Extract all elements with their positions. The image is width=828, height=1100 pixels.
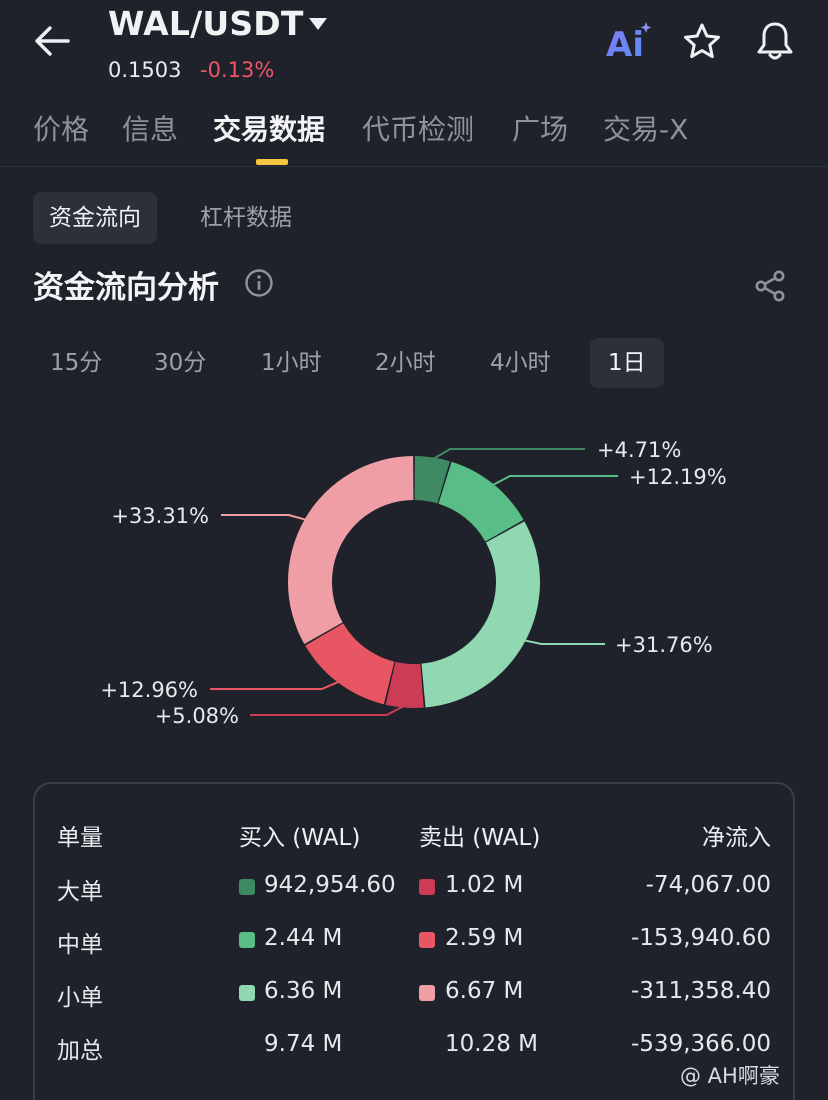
fund-flow-donut-chart: +4.71% +12.19% +31.76% +5.08%+12.96% +33.31% — [100, 438, 727, 728]
table-header-buy: 买入 (WAL) — [239, 825, 361, 851]
tab-trade-x[interactable]: 交易-X — [603, 113, 689, 146]
large-sell-swatch — [419, 879, 435, 895]
donut-leader-line — [523, 639, 605, 645]
trading-pair-title[interactable]: WAL/USDT — [108, 4, 304, 43]
table-row-label: 加总 — [57, 1038, 103, 1064]
watermark: @ AH啊豪 — [680, 1064, 780, 1088]
table-cell-sell: 6.67 M — [445, 978, 524, 1004]
subtab-fund-flow[interactable]: 资金流向 — [33, 192, 157, 244]
table-cell-net: -74,067.00 — [645, 872, 771, 898]
donut-slice — [385, 661, 424, 708]
small-sell-swatch — [419, 985, 435, 1001]
subtab-leverage-data[interactable]: 杠杆数据 — [200, 205, 292, 231]
price-change-percent: -0.13% — [200, 58, 275, 82]
donut-slice — [414, 456, 450, 504]
table-header-order-size: 单量 — [57, 825, 103, 851]
last-price: 0.1503 — [108, 58, 182, 82]
donut-slice-label: +31.76% — [615, 633, 713, 657]
fund-flow-table: 单量 买入 (WAL) 卖出 (WAL) 净流入 大单 942,954.60 1… — [33, 782, 795, 1100]
donut-slice — [438, 461, 524, 542]
table-cell-buy: 9.74 M — [264, 1031, 343, 1057]
interval-30m[interactable]: 30分 — [154, 350, 207, 376]
donut-slice-label: +33.31% — [111, 504, 209, 528]
interval-1d[interactable]: 1日 — [590, 338, 664, 388]
table-cell-buy: 2.44 M — [264, 925, 343, 951]
donut-leader-line — [210, 680, 341, 690]
tab-square[interactable]: 广场 — [512, 113, 569, 146]
table-cell-sell: 2.59 M — [445, 925, 524, 951]
donut-slice-label: +5.08% — [155, 704, 239, 728]
table-cell-buy: 6.36 M — [264, 978, 343, 1004]
donut-slice-label: +4.71% — [597, 438, 681, 462]
medium-sell-swatch — [419, 932, 435, 948]
info-icon[interactable] — [244, 268, 274, 298]
interval-15m[interactable]: 15分 — [50, 350, 103, 376]
medium-buy-swatch — [239, 932, 255, 948]
donut-slice-label: +12.96% — [100, 678, 198, 702]
active-tab-indicator — [256, 159, 288, 165]
interval-4h[interactable]: 4小时 — [490, 350, 551, 376]
large-buy-swatch — [239, 879, 255, 895]
interval-2h[interactable]: 2小时 — [375, 350, 436, 376]
notification-bell-icon[interactable] — [754, 20, 796, 62]
table-cell-net: -539,366.00 — [631, 1031, 771, 1057]
table-row-label: 中单 — [57, 932, 103, 958]
table-cell-sell: 10.28 M — [445, 1031, 538, 1057]
interval-1h[interactable]: 1小时 — [261, 350, 322, 376]
ai-label: Ai — [606, 25, 644, 62]
table-row-label: 小单 — [57, 985, 103, 1011]
table-cell-net: -153,940.60 — [631, 925, 771, 951]
table-header-sell: 卖出 (WAL) — [419, 825, 541, 851]
donut-slice — [305, 623, 395, 705]
donut-leader-line — [250, 704, 406, 716]
share-icon[interactable] — [752, 268, 788, 304]
section-title: 资金流向分析 — [33, 270, 219, 306]
donut-leader-line — [491, 475, 618, 487]
caret-down-icon[interactable] — [307, 16, 329, 32]
table-row-label: 大单 — [57, 879, 103, 905]
tab-info[interactable]: 信息 — [122, 113, 179, 146]
table-cell-net: -311,358.40 — [631, 978, 771, 1004]
table-cell-sell: 1.02 M — [445, 872, 524, 898]
ai-assistant-icon[interactable]: Ai — [604, 20, 654, 62]
back-arrow-icon[interactable] — [30, 22, 74, 60]
tabs-divider — [0, 166, 828, 167]
donut-slice — [421, 521, 540, 708]
donut-slice — [288, 456, 414, 645]
donut-leader-line — [431, 448, 585, 461]
small-buy-swatch — [239, 985, 255, 1001]
tab-token-check[interactable]: 代币检测 — [362, 113, 475, 146]
favorite-star-icon[interactable] — [682, 22, 722, 62]
donut-leader-line — [221, 514, 307, 521]
table-cell-buy: 942,954.60 — [264, 872, 396, 898]
donut-slice-label: +12.19% — [629, 465, 727, 489]
tab-trading-data[interactable]: 交易数据 — [213, 113, 326, 146]
tab-price[interactable]: 价格 — [33, 113, 90, 146]
table-header-net-inflow: 净流入 — [702, 825, 771, 851]
